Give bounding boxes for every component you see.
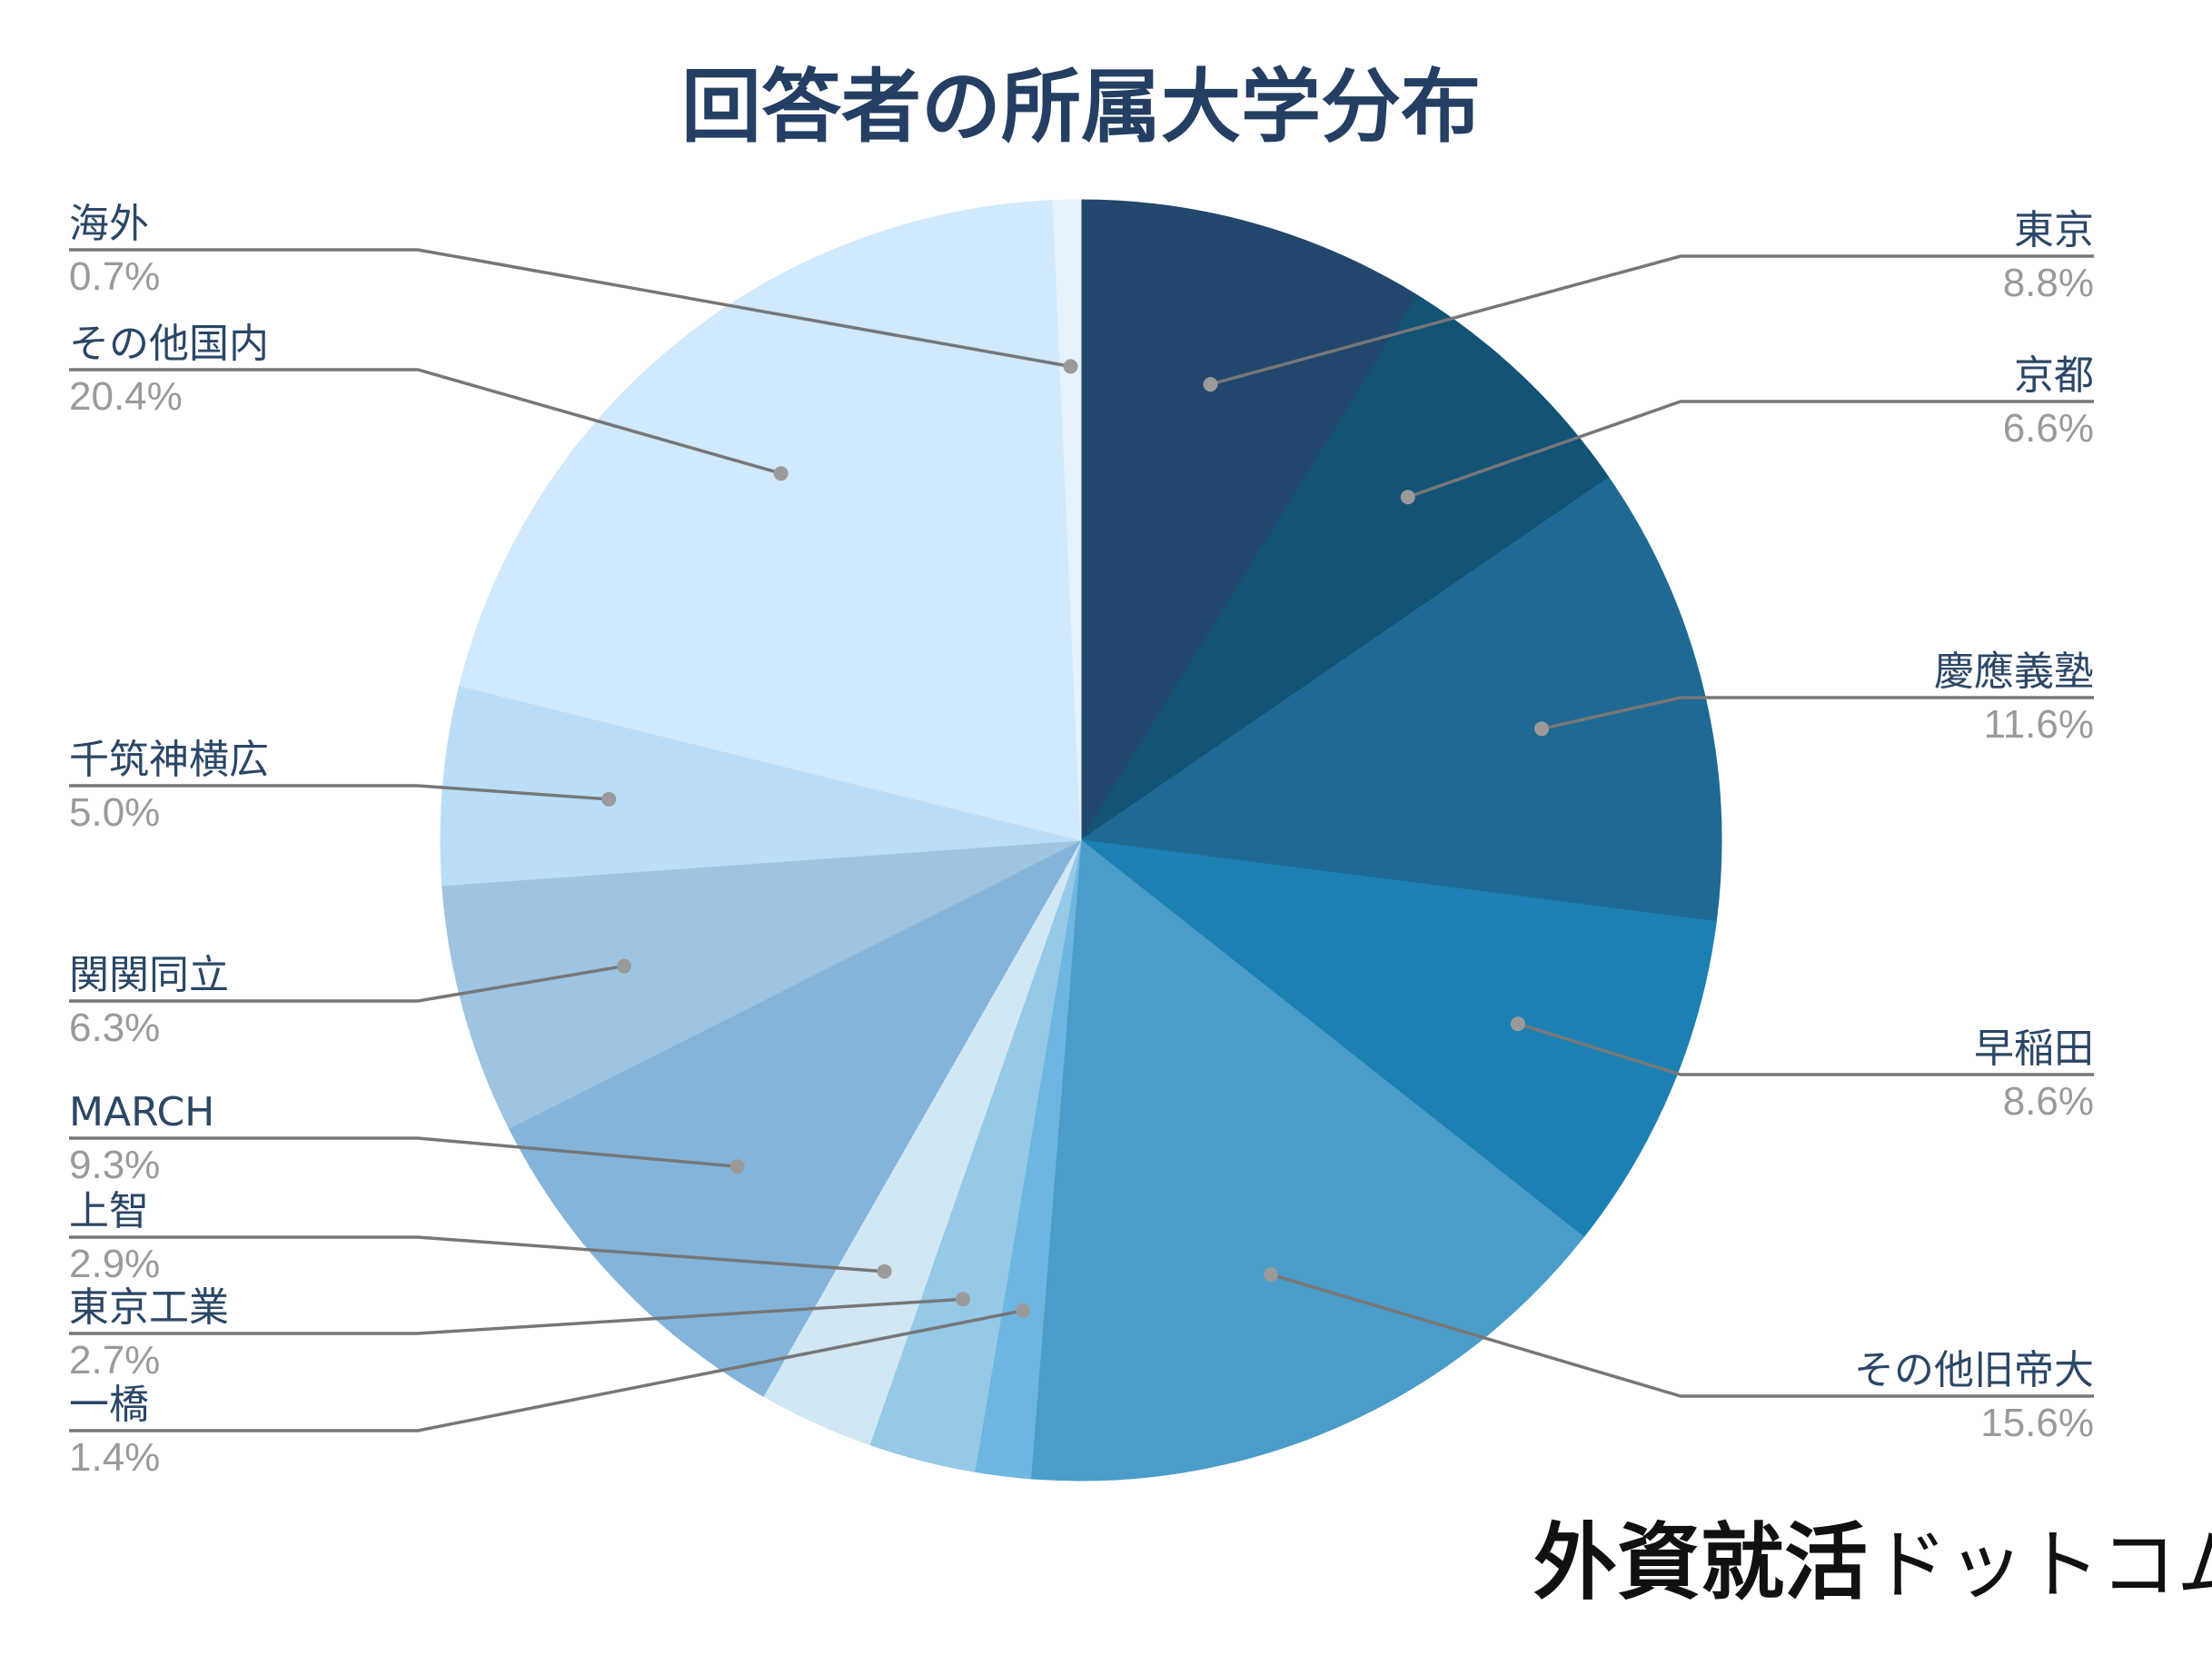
slice-name-label: 慶應義塾 [1934,649,2094,695]
slice-name-label: MARCH [69,1089,214,1135]
leader-dot [601,791,617,807]
leader-line [1541,696,2094,731]
leader-dot [1203,377,1218,392]
brand-logo: 外資就活 ドットコム [1533,1513,2212,1611]
slice-name-label: 上智 [69,1188,149,1234]
leader-line [1210,254,2094,386]
brand-kana: ドットコム [1871,1521,2212,1610]
leader-line [1517,1022,2094,1076]
leader-dot [773,466,789,481]
brand-kanji: 外資就活 [1533,1513,1868,1611]
slice-percent-label: 6.6% [2003,406,2094,451]
pie-slice-2 [1080,294,1610,841]
slice-name-label: その他国内 [69,321,269,367]
leader-lines [69,248,2094,1432]
slice-labels: 東京 8.8% 京都 6.6% 慶應義塾 11.6% 早稲田 8.6% その他旧帝大 15.6% 一… [69,201,2094,1480]
leader-line [69,964,625,1003]
pie-slice-1 [1080,199,1419,842]
slice-percent-label: 2.9% [69,1242,160,1286]
leader-line [69,1309,1024,1432]
slice-percent-label: 1.4% [69,1435,160,1480]
slice-percent-label: 6.3% [69,1006,160,1050]
leader-line [69,1235,885,1274]
leader-line [1270,1273,2094,1398]
pie-slice-5 [1030,839,1585,1482]
slice-percent-label: 5.0% [69,790,160,835]
slice-name-label: 海外 [69,201,149,247]
leader-line [1407,400,2094,499]
pie-slice-9 [508,838,1083,1397]
leader-line [69,1136,738,1168]
slice-percent-label: 15.6% [1980,1401,2094,1445]
slice-name-label: 東京 [2014,207,2094,253]
leader-dot [729,1159,745,1174]
leader-dot [1263,1267,1278,1283]
pie-slice-12 [459,200,1082,841]
slice-name-label: 一橋 [69,1382,149,1428]
slice-name-label: 千筑神横広 [69,737,269,783]
pie-slice-11 [440,685,1082,887]
slice-name-label: 東京工業 [69,1284,229,1331]
leader-dot [1016,1303,1031,1318]
leader-dot [1511,1016,1525,1032]
chart-title: 回答者の所属大学分布 [681,60,1481,154]
slice-name-label: その他旧帝大 [1854,1347,2094,1393]
pie-slice-3 [1079,476,1722,923]
slice-percent-label: 8.8% [2003,261,2094,305]
leader-dot [956,1292,971,1307]
slice-name-label: 京都 [2014,352,2094,399]
leader-dot [1063,359,1078,374]
leader-dot [617,958,631,974]
leader-line [69,1297,964,1335]
slice-percent-label: 9.3% [69,1143,160,1187]
leader-line [69,784,610,801]
leader-line [69,368,782,475]
leader-line [69,248,1071,369]
pie-slice-10 [441,839,1082,1130]
slice-percent-label: 20.4% [69,374,183,419]
pie-slices [440,199,1722,1482]
leader-dot [1534,721,1550,737]
slice-name-label: 早稲田 [1974,1026,2094,1072]
slice-percent-label: 0.7% [69,254,160,299]
pie-slice-4 [1079,839,1717,1238]
pie-slice-13 [1052,199,1082,841]
leader-dot [877,1264,892,1279]
slice-percent-label: 8.6% [2003,1079,2094,1124]
slice-percent-label: 11.6% [1984,702,2095,747]
slice-percent-label: 2.7% [69,1338,160,1383]
leader-dot [1400,490,1415,505]
slice-name-label: 関関同立 [69,952,229,998]
